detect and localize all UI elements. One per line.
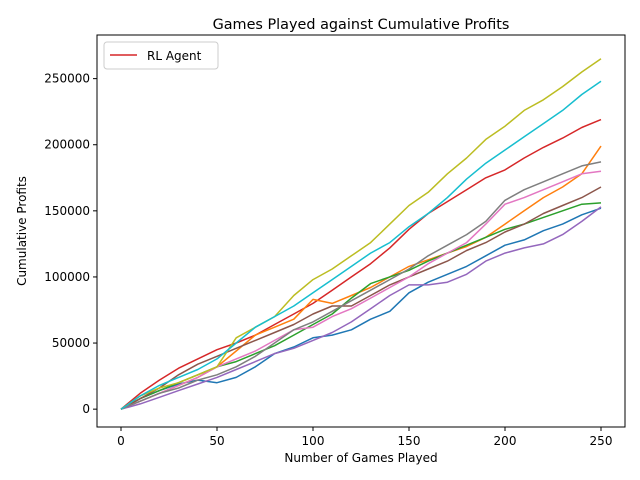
series-line-9 [120, 58, 602, 410]
y-tick-label: 200000 [44, 138, 90, 152]
series-line-6 [120, 186, 602, 410]
series-line-5 [120, 206, 602, 410]
y-tick-label: 50000 [52, 336, 90, 350]
y-tick-label: 150000 [44, 204, 90, 218]
legend-box [103, 41, 219, 70]
y-axis-label: Cumulative Profits [15, 176, 29, 286]
x-axis-ticks: 0 50 100 150 200 250 [117, 427, 612, 448]
series-line-8 [120, 161, 602, 410]
x-tick-label: 50 [209, 434, 224, 448]
y-tick-label: 250000 [44, 72, 90, 86]
y-tick-label: 0 [82, 402, 90, 416]
x-axis-label: Number of Games Played [284, 451, 437, 465]
series-line-2 [120, 207, 602, 410]
series-line-7 [120, 170, 602, 410]
x-tick-label: 0 [117, 434, 125, 448]
x-tick-label: 200 [494, 434, 517, 448]
series-line-1 [120, 118, 602, 410]
chart-title: Games Played against Cumulative Profits [213, 17, 510, 33]
plot-lines [120, 58, 602, 410]
plot-frame [96, 34, 626, 428]
legend: RL Agent [103, 41, 219, 70]
y-tick-label: 100000 [44, 270, 90, 284]
series-line-10 [120, 80, 602, 410]
legend-entry-label: RL Agent [147, 49, 202, 63]
y-axis-ticks: 0 50000 100000 150000 200000 250000 [44, 72, 97, 416]
x-tick-label: 250 [590, 434, 613, 448]
x-tick-label: 150 [398, 434, 421, 448]
x-tick-label: 100 [302, 434, 325, 448]
